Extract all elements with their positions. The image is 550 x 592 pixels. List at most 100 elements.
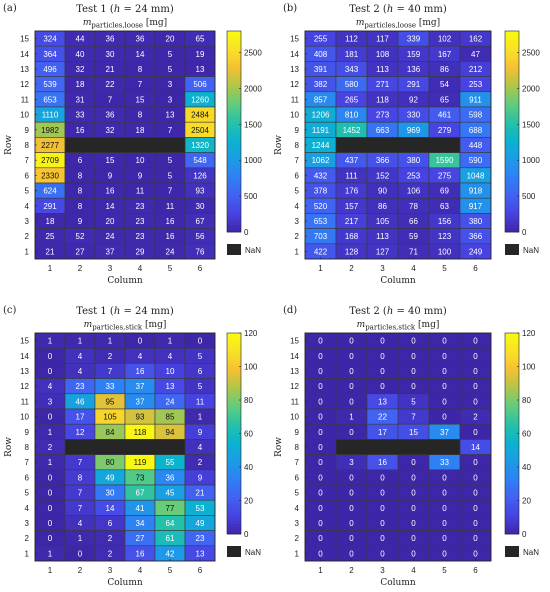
cell-value: 212 [469,65,483,74]
cell-value: 67 [136,489,145,498]
colorbar-segment [505,218,519,223]
colorbar-segment [505,426,519,431]
cell-value: 16 [166,217,175,226]
cell-value: 1062 [312,156,330,165]
y-tick-label: 7 [295,458,300,467]
colorbar-segment [227,195,241,199]
cell-value: 688 [469,126,483,135]
nan-label: NaN [245,246,261,255]
colorbar-segment [227,530,241,535]
colorbar-tick-label: 60 [244,430,253,439]
cell-value: 157 [345,202,359,211]
y-tick-label: 12 [290,80,299,89]
cell-value: 33 [106,382,115,391]
cell-value: 0 [48,489,53,498]
colorbar-segment [227,188,241,193]
heatmap-panel-2: (b) Test 2 (h = 40 mm) mparticles,loose [m… [274,3,540,286]
colorbar-tick-label: 1500 [244,120,262,129]
colorbar-segment [227,343,241,347]
y-tick-label: 5 [295,187,300,196]
x-tick-label: 3 [108,264,113,273]
colorbar-segment [505,433,519,438]
y-tick-label: 1 [295,549,300,558]
colorbar-segment [227,87,241,92]
cell-value: 7 [78,489,83,498]
cell-value: 20 [166,35,175,44]
colorbar-segment [227,453,241,458]
cell-value: 8 [78,202,83,211]
cell-value: 0 [411,549,416,558]
cell-value: 59 [409,232,418,241]
colorbar-segment [227,67,241,72]
cell-value: 108 [376,50,390,59]
colorbar-segment [227,413,241,418]
colorbar-segment [505,31,519,35]
cell-value: 32 [106,126,115,135]
cell-value: 119 [134,458,147,467]
colorbar-segment [227,77,241,82]
colorbar-segment [505,198,519,203]
cell-value: 624 [43,187,57,196]
cell-value: 918 [469,187,483,196]
cell-value: 0 [442,397,447,406]
colorbar-segment [505,366,519,371]
colorbar-segment [227,446,241,451]
cell-value: 0 [318,549,323,558]
colorbar-segment [505,87,519,92]
cell-value: 324 [43,35,57,44]
colorbar-segment [227,373,241,377]
colorbar-tick-label: 40 [522,463,531,472]
colorbar-segment [505,151,519,156]
colorbar-segment [505,493,519,498]
cell-value: 0 [318,473,323,482]
colorbar-segment [505,333,519,337]
cell-value: 0 [48,519,53,528]
cell-value: 71 [409,247,418,256]
cell-value: 343 [345,65,359,74]
colorbar-segment [227,456,241,461]
y-tick-label: 1 [25,247,30,256]
cell-value: 100 [438,247,452,256]
cell-value: 2 [473,413,478,422]
colorbar-segment [505,225,519,230]
nan-swatch [227,546,241,557]
colorbar-segment [227,420,241,424]
colorbar-segment [227,98,241,102]
heatmap-panel-4: (d) Test 2 (h = 40 mm) mparticles,stick [m… [274,305,539,588]
cell-value: 181 [345,50,359,59]
cell-value: 279 [438,126,452,135]
cell-value: 7 [168,126,173,135]
cell-value: 24 [166,247,175,256]
cell-value: 0 [138,337,143,346]
cell-value: 271 [376,80,390,89]
cell-value: 92 [409,95,418,104]
colorbar-segment [505,165,519,169]
colorbar-segment [227,74,241,79]
colorbar-segment [505,208,519,213]
y-tick-label: 14 [20,50,29,59]
cell-value: 85 [166,413,175,422]
cell-value: 49 [196,519,205,528]
cell-value: 0 [318,428,323,437]
colorbar-segment [227,124,241,129]
cell-value: 93 [136,413,145,422]
cell-value: 15 [409,428,418,437]
colorbar-frame [504,30,520,233]
y-tick-label: 4 [295,504,300,513]
colorbar-segment [505,413,519,418]
cell-value: 330 [407,111,421,120]
cell-value: 0 [411,534,416,543]
cell-value: 168 [345,232,359,241]
cell-value: 917 [469,202,483,211]
cell-value: 30 [196,202,205,211]
colorbar-segment [227,517,241,521]
cell-value: 14 [106,202,115,211]
y-axis-label: Row [4,135,14,155]
cell-value: 16 [166,232,175,241]
y-tick-label: 10 [290,413,299,422]
cell-value: 0 [411,504,416,513]
colorbar-segment [227,71,241,75]
colorbar-segment [505,490,519,495]
colorbar-segment [505,41,519,45]
colorbar-segment [505,420,519,424]
